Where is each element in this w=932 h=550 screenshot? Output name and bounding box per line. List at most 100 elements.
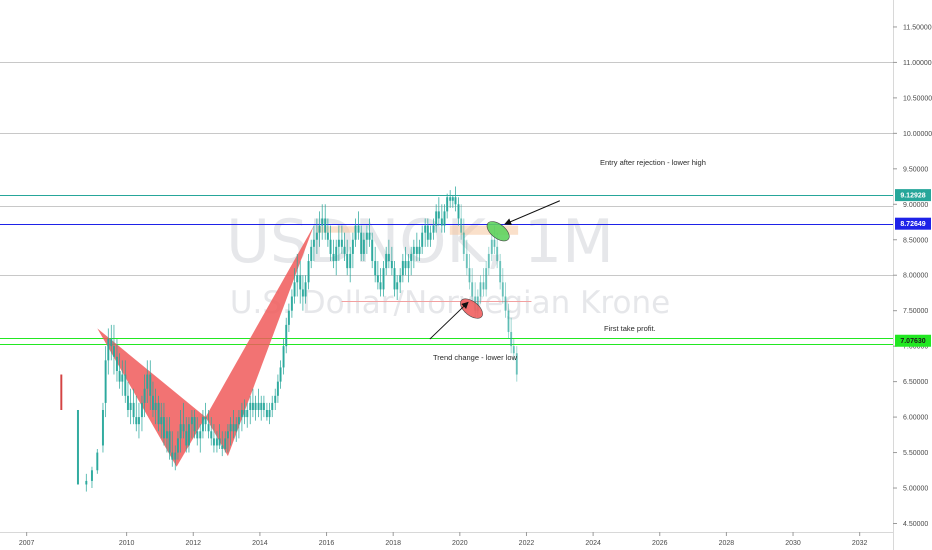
price-tick-label: 10.00000: [903, 131, 932, 138]
candle-body: [107, 339, 110, 361]
candle-body: [162, 417, 165, 439]
candle-body: [118, 370, 121, 382]
candle-body: [235, 424, 238, 432]
candle-body: [265, 409, 268, 418]
time-tick-label: 2024: [585, 540, 601, 547]
price-badge-label: 7.07630: [900, 338, 925, 345]
candle-body: [465, 253, 468, 269]
candle-body: [324, 218, 327, 233]
price-badge: [895, 189, 931, 202]
candle-body: [196, 431, 199, 439]
candle-body: [135, 417, 138, 425]
candle-body: [507, 310, 510, 332]
candle-body: [443, 211, 446, 226]
candle-body: [190, 417, 193, 425]
candle-body: [215, 438, 218, 446]
price-badge: [895, 217, 931, 230]
entry-arrow: [504, 200, 560, 225]
time-axis[interactable]: 2007 2010 2012 2014 2016 2018 2020 2022 2024 2026…: [19, 532, 868, 547]
pattern-triangle-0: [97, 328, 206, 467]
candle-body: [496, 246, 499, 262]
candle-body: [249, 402, 252, 410]
candle-body: [137, 417, 140, 425]
watermark-symbol: USDNOK, 1M: [226, 207, 614, 277]
candle-body: [493, 239, 496, 247]
candle-body: [468, 268, 471, 283]
candle-body: [151, 395, 154, 410]
candle-body: [187, 424, 190, 446]
supply-zone-0: [449, 225, 519, 235]
candles: [60, 186, 518, 492]
candle-body: [193, 417, 196, 432]
candle-body: [224, 438, 227, 450]
candle-body: [310, 246, 313, 262]
candle-body: [282, 346, 285, 368]
candle-body: [332, 253, 335, 262]
candle-body: [387, 253, 390, 262]
candle-body: [382, 268, 385, 290]
candle-body: [485, 268, 488, 290]
price-badge-label: 8.72649: [900, 221, 925, 228]
candle-body: [199, 431, 202, 439]
candle-body: [204, 417, 207, 425]
candle-body: [337, 239, 340, 247]
candle-body: [212, 438, 215, 446]
candle-body: [412, 246, 415, 254]
price-tick-label: 5.50000: [903, 450, 928, 457]
pattern-triangle-1: [205, 225, 314, 457]
candle-body: [124, 374, 127, 396]
annotation-arrows: [429, 200, 560, 340]
candle-body: [454, 197, 457, 205]
candle-body: [368, 232, 371, 240]
candle-body: [415, 246, 418, 254]
price-tick-label: 9.00000: [903, 202, 928, 209]
price-tick-label: 11.00000: [903, 60, 932, 67]
price-tick-label: 8.00000: [903, 273, 928, 280]
candle-body: [335, 246, 338, 262]
candle-body: [110, 339, 113, 347]
candle-body: [432, 225, 435, 233]
candle-body: [479, 282, 482, 297]
candle-body: [357, 225, 360, 233]
price-tick-label: 10.50000: [903, 95, 932, 102]
candle-body: [301, 289, 304, 297]
price-tick-label: 4.50000: [903, 521, 928, 528]
time-tick-label: 2028: [719, 540, 735, 547]
candle-body: [254, 402, 257, 410]
candle-body: [385, 253, 388, 269]
bat-pattern: [97, 225, 314, 467]
candle-body: [307, 261, 310, 283]
candle-body: [393, 268, 396, 290]
candle-body: [362, 239, 365, 254]
annotation-take-profit: First take profit.: [604, 324, 656, 333]
price-tick-label: 6.50000: [903, 379, 928, 386]
candle-body: [274, 395, 277, 403]
candle-body: [318, 225, 321, 233]
candle-body: [290, 296, 293, 311]
candle-body: [246, 409, 249, 418]
candle-body: [229, 424, 232, 432]
candle-body: [354, 225, 357, 240]
time-tick-label: 2010: [119, 540, 135, 547]
candle-body: [285, 324, 288, 347]
candle-body: [510, 331, 513, 347]
candle-body: [60, 374, 63, 410]
candle-body: [268, 409, 271, 418]
candle-body: [296, 275, 299, 283]
candle-body: [143, 388, 146, 403]
time-tick-label: 2020: [452, 540, 468, 547]
candle-body: [421, 232, 424, 247]
candle-body: [490, 239, 493, 254]
price-axis[interactable]: 11.50000 11.00000 10.50000 10.00000 9.50000 9…: [893, 24, 932, 528]
price-tick-label: 11.50000: [903, 24, 932, 31]
candle-body: [349, 253, 352, 269]
price-tick-label: 5.00000: [903, 486, 928, 493]
candle-body: [429, 232, 432, 240]
candle-body: [371, 239, 374, 262]
candle-body: [287, 310, 290, 325]
candle-body: [449, 197, 452, 201]
candle-body: [201, 417, 204, 432]
candle-body: [129, 402, 132, 410]
